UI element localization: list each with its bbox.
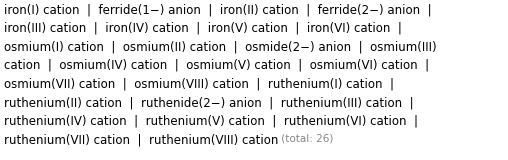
Text: cation  |  osmium(IV) cation  |  osmium(V) cation  |  osmium(VI) cation  |: cation | osmium(IV) cation | osmium(V) c…: [4, 59, 429, 72]
Text: iron(I) cation  |  ferride(1−) anion  |  iron(II) cation  |  ferride(2−) anion  : iron(I) cation | ferride(1−) anion | iro…: [4, 3, 432, 16]
Text: osmium(I) cation  |  osmium(II) cation  |  osmide(2−) anion  |  osmium(III): osmium(I) cation | osmium(II) cation | o…: [4, 40, 436, 53]
Text: iron(III) cation  |  iron(IV) cation  |  iron(V) cation  |  iron(VI) cation  |: iron(III) cation | iron(IV) cation | iro…: [4, 22, 402, 35]
Text: (total: 26): (total: 26): [278, 133, 334, 143]
Text: ruthenium(VII) cation  |  ruthenium(VIII) cation: ruthenium(VII) cation | ruthenium(VIII) …: [4, 133, 278, 146]
Text: osmium(VII) cation  |  osmium(VIII) cation  |  ruthenium(I) cation  |: osmium(VII) cation | osmium(VIII) cation…: [4, 77, 394, 90]
Text: ruthenium(IV) cation  |  ruthenium(V) cation  |  ruthenium(VI) cation  |: ruthenium(IV) cation | ruthenium(V) cati…: [4, 115, 418, 128]
Text: ruthenium(II) cation  |  ruthenide(2−) anion  |  ruthenium(III) cation  |: ruthenium(II) cation | ruthenide(2−) ani…: [4, 96, 414, 109]
